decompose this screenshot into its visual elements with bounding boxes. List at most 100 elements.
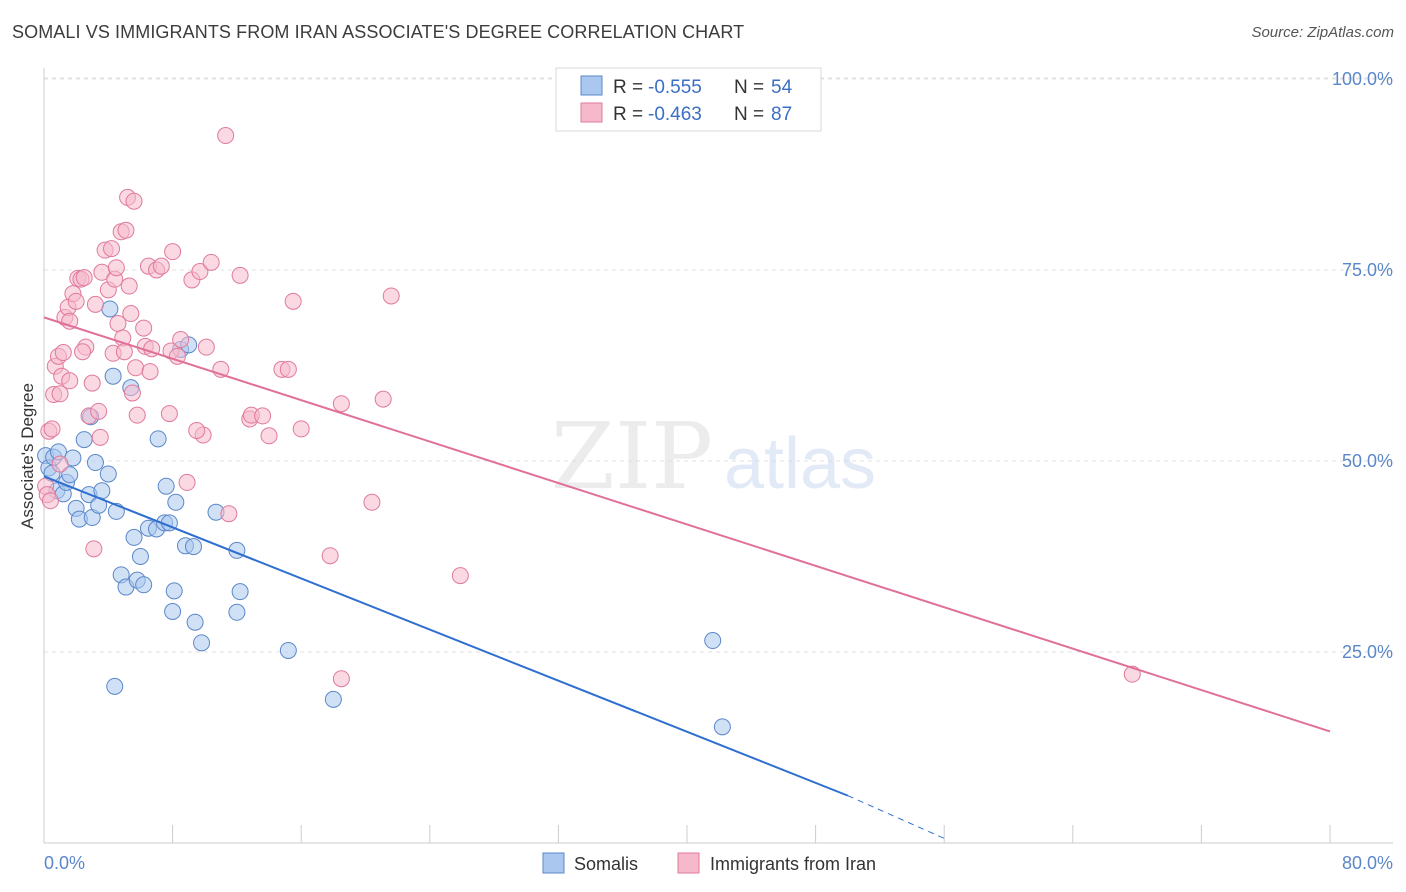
stats-legend-swatch-somalis bbox=[580, 75, 603, 96]
somalis-point bbox=[231, 583, 249, 601]
somalis-point bbox=[104, 367, 122, 385]
somalis-point bbox=[713, 718, 731, 736]
watermark-zip: ZIP bbox=[551, 403, 713, 510]
iran-point bbox=[85, 540, 103, 558]
iran-point bbox=[1123, 665, 1141, 683]
somalis-point bbox=[125, 528, 143, 546]
stats-n-value-somalis: 54 bbox=[771, 77, 793, 98]
somalis-point bbox=[157, 477, 175, 495]
stats-legend: R = -0.555 N = 54 R = -0.463 N = 87 bbox=[555, 67, 822, 132]
somalis-point bbox=[75, 431, 93, 449]
iran-point bbox=[332, 670, 350, 688]
iran-point bbox=[284, 292, 302, 310]
somalis-point bbox=[279, 641, 297, 659]
y-tick-label: 75.0% bbox=[1342, 260, 1393, 280]
iran-point bbox=[86, 295, 104, 313]
iran-point bbox=[43, 420, 61, 438]
iran-point bbox=[260, 427, 278, 445]
iran-point bbox=[141, 363, 159, 381]
somalis-point bbox=[101, 300, 119, 318]
iran-point bbox=[332, 395, 350, 413]
somalis-point bbox=[167, 493, 185, 511]
iran-point bbox=[127, 359, 145, 377]
tick-layer: 25.0% 50.0% 75.0% 100.0% bbox=[1332, 69, 1393, 662]
y-tick-label: 50.0% bbox=[1342, 451, 1393, 471]
iran-point bbox=[67, 292, 85, 310]
iran-point bbox=[91, 428, 109, 446]
stats-n-label-iran: N = bbox=[734, 104, 764, 125]
somalis-point bbox=[193, 634, 211, 652]
iran-point bbox=[164, 243, 182, 261]
bottom-legend-label-iran: Immigrants from Iran bbox=[710, 854, 876, 874]
stats-r-value-somalis: -0.555 bbox=[648, 77, 702, 98]
iran-point bbox=[122, 305, 140, 323]
iran-point bbox=[120, 277, 138, 295]
iran-point bbox=[41, 492, 59, 510]
iran-point bbox=[220, 505, 238, 523]
iran-point bbox=[374, 390, 392, 408]
iran-point bbox=[103, 240, 121, 258]
somalis-point bbox=[704, 632, 722, 650]
stats-n-label-somalis: N = bbox=[734, 77, 764, 98]
iran-point bbox=[135, 319, 153, 337]
iran-point bbox=[178, 473, 196, 491]
somalis-trend-extension bbox=[847, 795, 945, 839]
iran-point bbox=[123, 384, 141, 402]
somalis-point bbox=[324, 690, 342, 708]
iran-point bbox=[128, 406, 146, 424]
iran-point bbox=[51, 455, 69, 473]
somalis-point bbox=[228, 603, 246, 621]
iran-point bbox=[202, 253, 220, 271]
y-axis-label: Associate's Degree bbox=[18, 383, 37, 529]
y-tick-label: 100.0% bbox=[1332, 69, 1393, 89]
bottom-legend-label-somalis: Somalis bbox=[574, 854, 638, 874]
bottom-legend-swatch-somalis bbox=[542, 852, 565, 874]
iran-point bbox=[321, 547, 339, 565]
iran-point bbox=[83, 374, 101, 392]
watermark-atlas: atlas bbox=[724, 424, 876, 504]
somalis-point bbox=[61, 466, 79, 484]
stats-legend-swatch-iran bbox=[580, 102, 603, 123]
somalis-point bbox=[99, 465, 117, 483]
iran-point bbox=[61, 372, 79, 390]
iran-trend-line bbox=[43, 316, 1331, 733]
iran-point bbox=[107, 259, 125, 277]
iran-point bbox=[172, 331, 190, 349]
points-layer bbox=[37, 127, 1141, 736]
iran-point bbox=[115, 343, 133, 361]
iran-point bbox=[188, 421, 206, 439]
somalis-trend-line bbox=[43, 475, 849, 797]
somalis-point bbox=[106, 677, 124, 695]
stats-r-value-iran: -0.463 bbox=[648, 104, 702, 125]
somalis-point bbox=[149, 430, 167, 448]
trend-layer bbox=[43, 316, 1331, 839]
iran-point bbox=[382, 287, 400, 305]
iran-point bbox=[197, 338, 215, 356]
somalis-point bbox=[164, 603, 182, 621]
watermark: ZIP atlas bbox=[551, 403, 876, 510]
iran-point bbox=[51, 385, 69, 403]
iran-point bbox=[90, 402, 108, 420]
iran-point bbox=[75, 269, 93, 287]
somalis-point bbox=[165, 582, 183, 600]
x-tick-label-max: 80.0% bbox=[1342, 853, 1393, 873]
iran-point bbox=[125, 192, 143, 210]
iran-point bbox=[74, 343, 92, 361]
somalis-point bbox=[86, 454, 104, 472]
bottom-legend-swatch-iran bbox=[677, 852, 700, 874]
iran-point bbox=[117, 221, 135, 239]
somalis-point bbox=[184, 538, 202, 556]
iran-point bbox=[217, 127, 235, 145]
iran-point bbox=[231, 266, 249, 284]
iran-point bbox=[168, 347, 186, 365]
stats-r-label-somalis: R = bbox=[613, 77, 643, 98]
stats-n-value-iran: 87 bbox=[771, 104, 792, 125]
somalis-point bbox=[135, 576, 153, 594]
somalis-point bbox=[131, 548, 149, 565]
iran-point bbox=[279, 360, 297, 378]
iran-point bbox=[254, 407, 272, 425]
x-tick-label-min: 0.0% bbox=[44, 853, 85, 873]
iran-point bbox=[292, 420, 310, 438]
iran-point bbox=[152, 257, 170, 275]
